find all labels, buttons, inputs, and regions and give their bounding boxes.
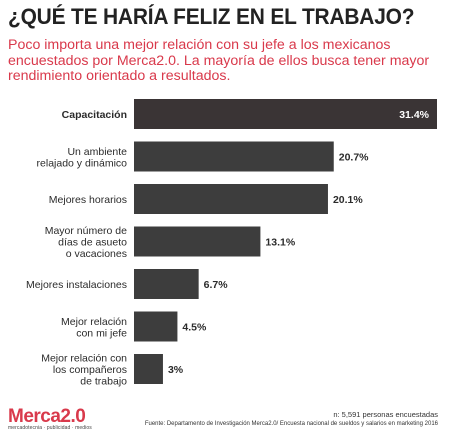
bar-value-label: 6.7% [204, 279, 229, 291]
bar [134, 354, 163, 384]
source-note: Fuente: Departamento de Investigación Me… [144, 421, 438, 427]
bar [134, 141, 334, 172]
category-label: Mayor número de días de asueto o vacacione… [45, 225, 127, 260]
bar-value-label: 20.1% [333, 194, 363, 206]
bar-value-label: 4.5% [182, 322, 207, 334]
bar-value-label: 20.7% [339, 152, 369, 164]
bar-value-label: 3% [168, 364, 184, 376]
category-label: Mejor relación con los compañeros de traba… [41, 353, 127, 388]
bar [134, 184, 328, 214]
bar-value-label: 13.1% [265, 237, 295, 249]
category-label: Mejores horarios [49, 194, 127, 206]
page-subtitle: Poco importa una mejor relación con su j… [8, 37, 430, 84]
bar [134, 226, 261, 257]
bar [134, 99, 437, 129]
category-label: Un ambiente relajado y dinámico [37, 146, 128, 170]
category-label: Mejores instalaciones [26, 279, 127, 291]
bar-chart: 31.4% Capacitación 20.7% Un ambiente relajad… [26, 99, 437, 388]
bar [134, 269, 199, 299]
sample-size-note: n: 5,591 personas encuestadas [333, 410, 438, 419]
bar [134, 311, 178, 342]
merca-logo: Merca2.0 mercadotecnia · publicidad · me… [8, 406, 92, 431]
category-label: Capacitación [62, 109, 127, 121]
page-title: ¿QUÉ TE HARÍA FELIZ EN EL TRABAJO? [8, 4, 415, 29]
bar-value-label: 31.4% [399, 109, 429, 121]
category-label: Mejor relación con mi jefe [61, 316, 127, 340]
